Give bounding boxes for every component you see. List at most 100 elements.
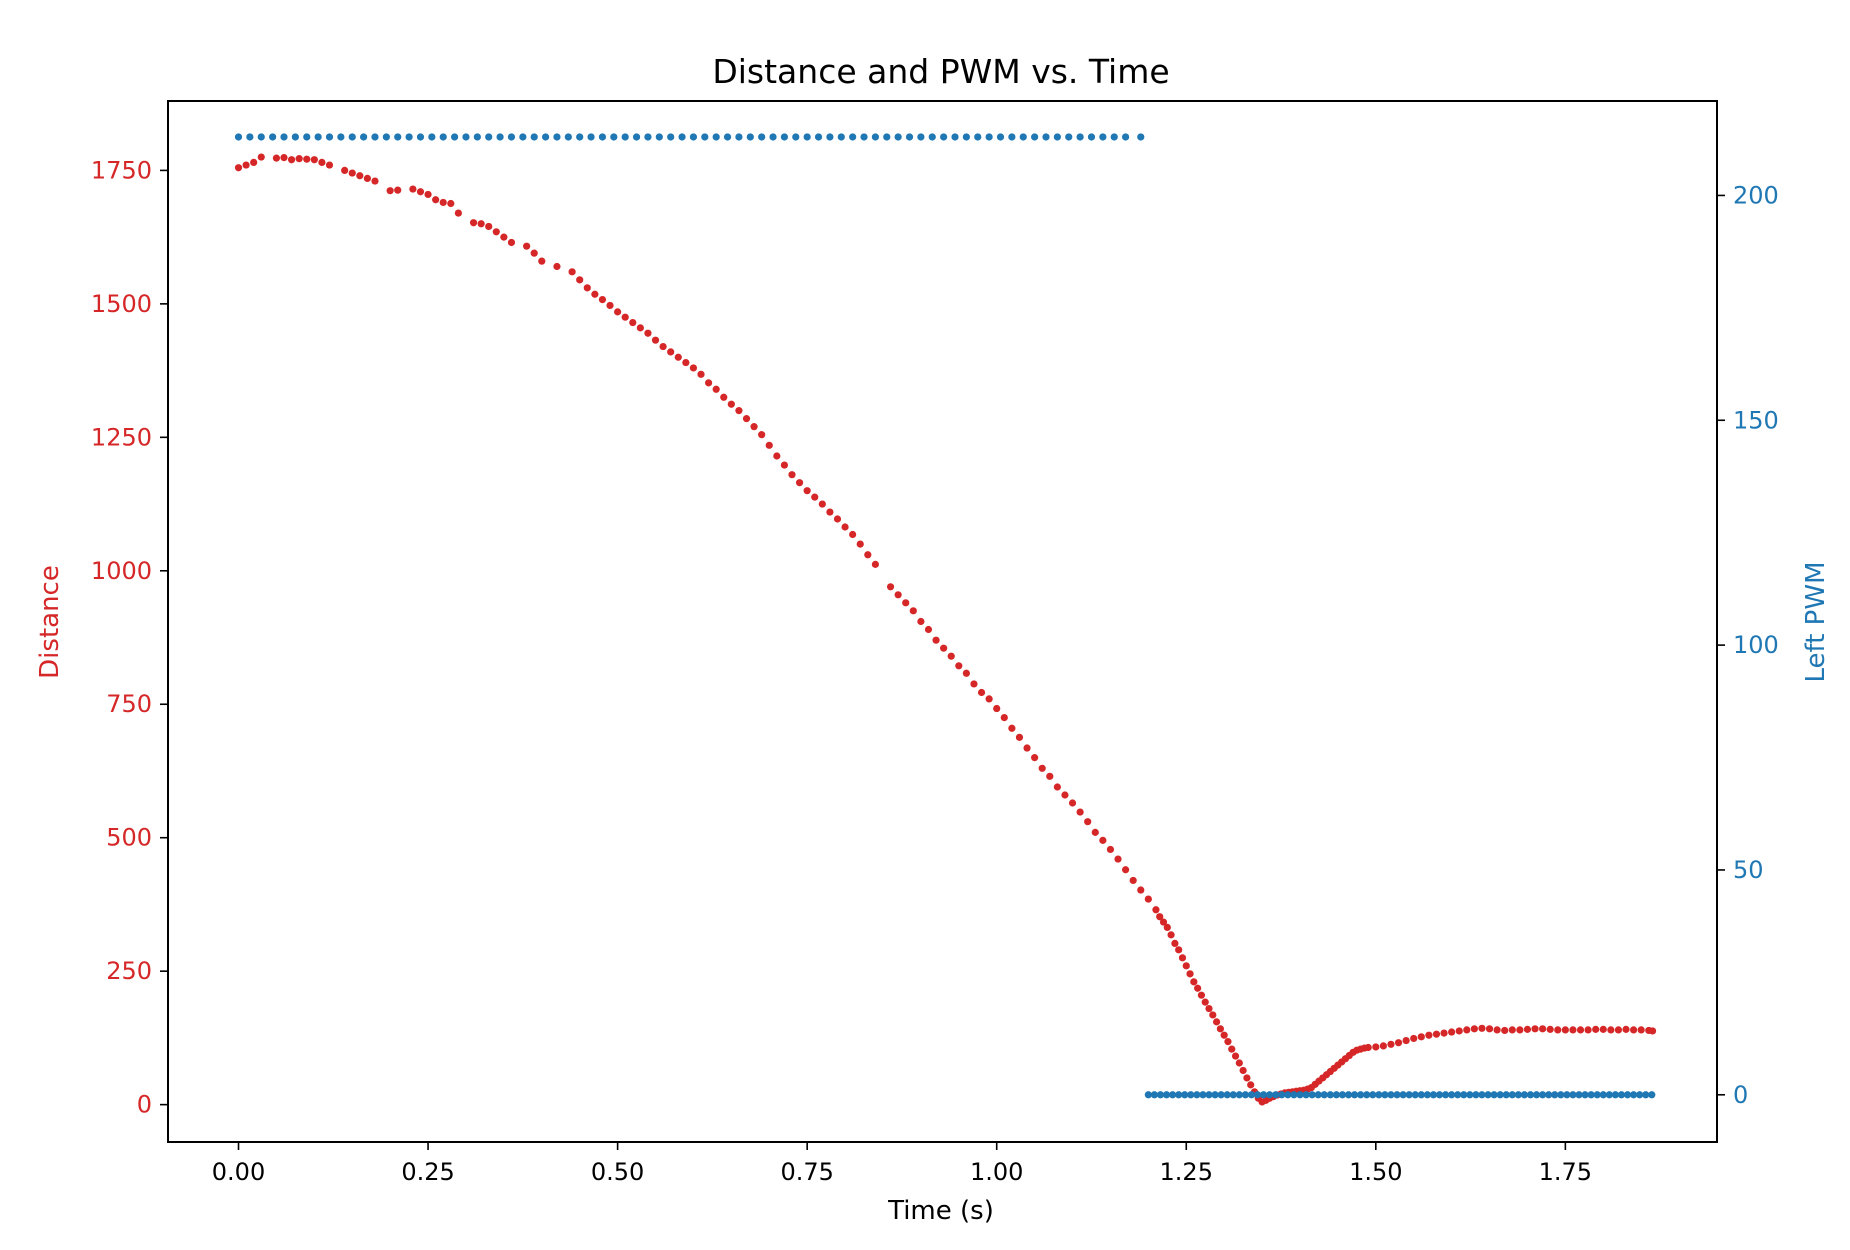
pwm-point (1156, 1091, 1165, 1099)
distance-point (1076, 808, 1084, 816)
pwm-point (1338, 1091, 1347, 1099)
pwm-point (1042, 133, 1050, 141)
pwm-point (1175, 1091, 1183, 1099)
pwm-point (1484, 1091, 1492, 1099)
distance-point (1379, 1042, 1387, 1050)
pwm-point (280, 133, 288, 141)
distance-point (1235, 1059, 1243, 1067)
x-axis: 0.00 0.25 0.50 0.75 1.00 1.25 1.50 1.75 (212, 1142, 1592, 1186)
pwm-point (1557, 1091, 1565, 1099)
pwm-point (985, 133, 993, 141)
pwm-point (1575, 1091, 1583, 1099)
distance-point (606, 301, 614, 310)
y-axis-right-label: Left PWM (1801, 562, 1831, 683)
distance-point (621, 313, 629, 321)
distance-point (712, 385, 720, 393)
distance-point (1622, 1025, 1630, 1033)
pwm-point (1235, 1091, 1243, 1099)
distance-point (962, 669, 970, 677)
pwm-point (382, 133, 390, 141)
y-right-tick-label: 0 (1733, 1081, 1748, 1109)
distance-point (917, 617, 925, 626)
distance-point (1182, 962, 1190, 970)
pwm-point (1211, 1091, 1219, 1099)
distance-point (1394, 1039, 1403, 1047)
distance-point (295, 155, 303, 163)
x-tick-label: 0.00 (212, 1158, 265, 1186)
pwm-point (394, 133, 402, 141)
distance-point (1478, 1024, 1486, 1032)
pwm-point (1247, 1091, 1256, 1099)
distance-point (1470, 1025, 1478, 1033)
distance-point (758, 431, 766, 439)
pwm-point (1314, 1091, 1322, 1099)
x-tick-label: 0.50 (591, 1158, 644, 1186)
pwm-point (1217, 1091, 1225, 1099)
pwm-point (519, 133, 527, 141)
distance-point (856, 540, 864, 548)
distance-point (1228, 1045, 1236, 1053)
distance-point (811, 493, 819, 501)
x-tick-label: 1.50 (1349, 1158, 1402, 1186)
pwm-point (587, 133, 595, 141)
y-left-tick-label: 250 (106, 957, 152, 985)
pwm-point (1181, 1091, 1189, 1099)
pwm-point (348, 133, 356, 141)
pwm-point (1642, 1091, 1650, 1099)
pwm-point (1369, 1091, 1377, 1099)
distance-point (1402, 1036, 1410, 1045)
pwm-point (428, 133, 436, 141)
pwm-point (1278, 1091, 1286, 1099)
pwm-point (1099, 133, 1107, 141)
distance-point (341, 166, 349, 174)
pwm-point (996, 133, 1005, 141)
distance-point (591, 290, 599, 298)
distance-point (1425, 1031, 1433, 1039)
pwm-point (1532, 1091, 1541, 1099)
y-right-tick-label: 200 (1733, 181, 1779, 209)
distance-point (523, 242, 531, 250)
pwm-point (1344, 1091, 1353, 1099)
distance-point (993, 704, 1001, 713)
pwm-point (416, 133, 425, 141)
pwm-point (1393, 1091, 1401, 1099)
pwm-point (1460, 1091, 1468, 1099)
distance-point (1448, 1028, 1456, 1036)
distance-point (985, 695, 993, 703)
pwm-point (610, 133, 618, 141)
distance-point (1485, 1025, 1494, 1033)
x-tick-label: 1.75 (1539, 1158, 1592, 1186)
pwm-point (371, 133, 379, 141)
distance-point (1516, 1026, 1524, 1034)
pwm-point (1205, 1091, 1213, 1099)
distance-point (795, 479, 804, 487)
distance-point (1247, 1081, 1255, 1089)
distance-point (1152, 906, 1160, 914)
pwm-point (303, 133, 311, 141)
distance-point (1463, 1026, 1471, 1034)
distance-point (1129, 876, 1137, 885)
distance-point (1440, 1029, 1448, 1037)
pwm-point (1223, 1091, 1231, 1099)
pwm-point (337, 133, 345, 141)
distance-point (538, 257, 546, 265)
distance-point (1023, 744, 1031, 752)
pwm-point (1053, 133, 1061, 141)
y-left-tick-label: 500 (106, 824, 152, 852)
distance-point (1084, 818, 1092, 826)
pwm-point (871, 133, 879, 141)
pwm-point (1466, 1091, 1474, 1099)
distance-point (977, 688, 986, 697)
pwm-point (507, 133, 516, 141)
y-right-tick-label: 150 (1733, 406, 1779, 434)
pwm-point (1031, 133, 1039, 141)
distance-point (447, 199, 455, 208)
pwm-point (1417, 1091, 1425, 1099)
distance-point (1000, 713, 1008, 722)
distance-point (1015, 733, 1024, 741)
pwm-point (1581, 1091, 1589, 1099)
distance-point (1561, 1026, 1569, 1034)
distance-point (1171, 939, 1179, 948)
y-left-tick-label: 750 (106, 690, 152, 718)
